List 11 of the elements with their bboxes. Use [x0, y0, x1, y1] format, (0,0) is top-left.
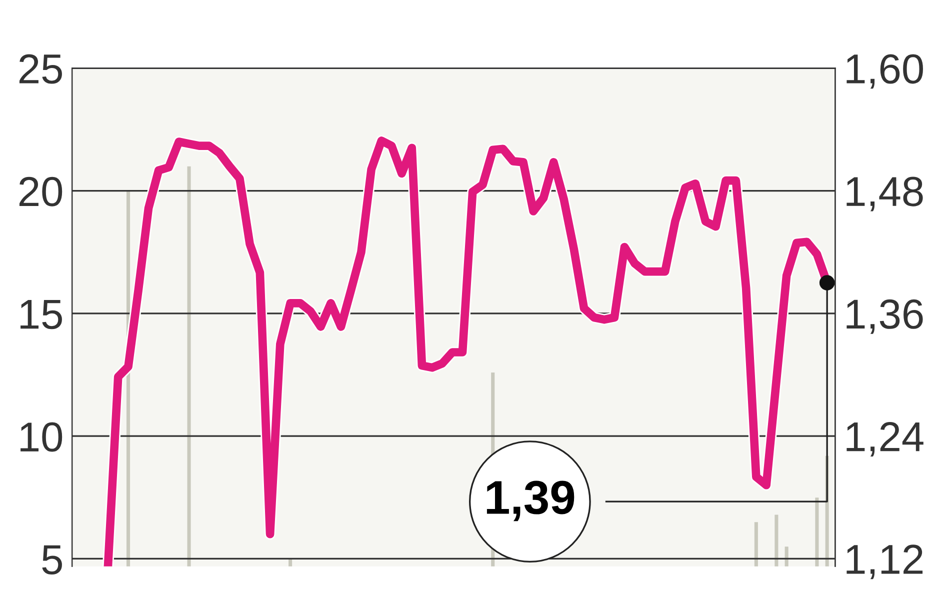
y-tick-label: 5	[42, 545, 62, 574]
y2-tick-label: 1,12	[846, 544, 923, 580]
y2-tick-label: 1,36	[846, 299, 923, 334]
annotation: 1,39	[486, 480, 574, 522]
y2-tick-label: 1,24	[846, 422, 924, 456]
y-tick-label: 15	[20, 300, 62, 330]
y2-tick-label: 1,60	[846, 54, 923, 89]
y-tick-label: 25	[19, 54, 62, 84]
y-tick-label: 10	[20, 422, 62, 452]
y-tick-label: 20	[19, 176, 62, 206]
y2-tick-label: 1,48	[846, 176, 923, 212]
